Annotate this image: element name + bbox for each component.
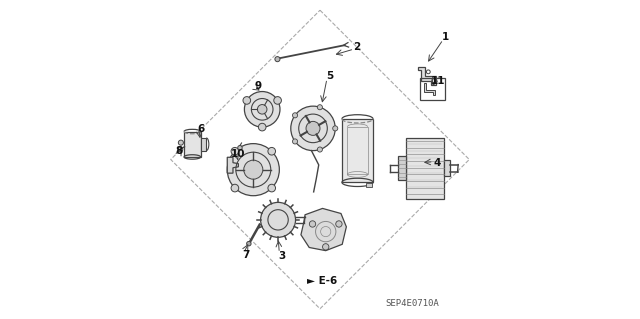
Circle shape <box>246 241 251 246</box>
Circle shape <box>306 122 320 135</box>
Polygon shape <box>424 83 435 95</box>
Bar <box>406 138 444 198</box>
Text: 1: 1 <box>442 32 449 42</box>
Text: 5: 5 <box>326 71 333 81</box>
Text: 3: 3 <box>278 251 285 261</box>
Text: 8: 8 <box>175 145 182 156</box>
Circle shape <box>292 139 298 144</box>
Polygon shape <box>418 67 436 85</box>
Circle shape <box>309 221 316 227</box>
Text: 11: 11 <box>431 76 445 86</box>
Circle shape <box>237 145 242 150</box>
Text: ► E-6: ► E-6 <box>307 276 337 286</box>
Polygon shape <box>301 208 346 251</box>
Bar <box>365 183 372 188</box>
Circle shape <box>244 160 263 179</box>
Bar <box>420 78 445 100</box>
Text: 2: 2 <box>353 42 360 52</box>
Text: 7: 7 <box>243 250 250 260</box>
Circle shape <box>292 113 298 118</box>
Circle shape <box>317 105 323 110</box>
Circle shape <box>179 140 184 145</box>
Circle shape <box>227 144 279 196</box>
Text: SEP4E0710A: SEP4E0710A <box>385 299 439 308</box>
Circle shape <box>275 56 280 62</box>
Polygon shape <box>227 157 238 173</box>
Circle shape <box>323 244 329 250</box>
Bar <box>184 131 200 157</box>
Bar <box>348 127 367 174</box>
Bar <box>200 138 206 151</box>
Circle shape <box>244 92 280 127</box>
Circle shape <box>291 106 335 151</box>
Text: 4: 4 <box>434 158 441 168</box>
Circle shape <box>333 126 338 131</box>
Circle shape <box>259 123 266 131</box>
Circle shape <box>243 97 251 104</box>
Text: 6: 6 <box>197 124 205 134</box>
Text: 10: 10 <box>231 149 245 159</box>
Circle shape <box>231 147 239 155</box>
Circle shape <box>336 221 342 227</box>
Circle shape <box>268 184 276 192</box>
Circle shape <box>257 105 267 114</box>
Circle shape <box>268 147 276 155</box>
Text: 9: 9 <box>255 81 262 91</box>
Circle shape <box>317 147 323 152</box>
Circle shape <box>178 147 183 152</box>
Circle shape <box>231 184 239 192</box>
Bar <box>342 119 373 182</box>
Bar <box>398 156 406 181</box>
Circle shape <box>260 202 296 237</box>
Bar <box>444 160 449 176</box>
Circle shape <box>274 97 282 104</box>
